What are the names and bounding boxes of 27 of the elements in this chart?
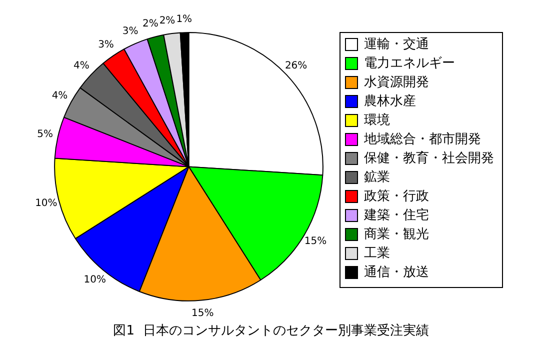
data-label: 26% [284,60,308,72]
legend-label: 保健・教育・社会開発 [364,150,494,166]
data-label: 4% [52,90,68,102]
data-label: 3% [98,40,114,51]
legend-label: 通信・放送 [364,264,429,280]
legend-label: 商業・観光 [364,226,429,242]
data-label: 10% [84,274,106,286]
data-label: 3% [122,26,138,38]
legend-label: 工業 [364,246,390,261]
data-label: 5% [37,129,54,140]
legend-label: 鉱業 [364,170,390,185]
legend-label: 建築・住宅 [363,206,429,223]
text: 図1 日本のコンサルタントのセクター別事業受注実績 [113,322,429,339]
data-label: 15% [304,236,327,248]
legend-label: 水資源開発 [364,74,429,90]
legend-label: 農林水産 [364,92,416,109]
legend-label: 地域総合・都市開発 [363,132,481,147]
data-label: 4% [74,60,90,72]
data-label: 2% [159,15,176,26]
data-label: 15% [191,308,214,319]
data-label: 2% [142,18,158,30]
data-label: 10% [35,198,58,209]
legend-label: 電力エネルギー [364,56,455,71]
legend-label: 運輸・交通 [364,36,429,52]
legend-label: 政策・行政 [364,188,429,204]
legend-label: 環境 [364,112,390,128]
data-label: 1% [176,14,192,26]
